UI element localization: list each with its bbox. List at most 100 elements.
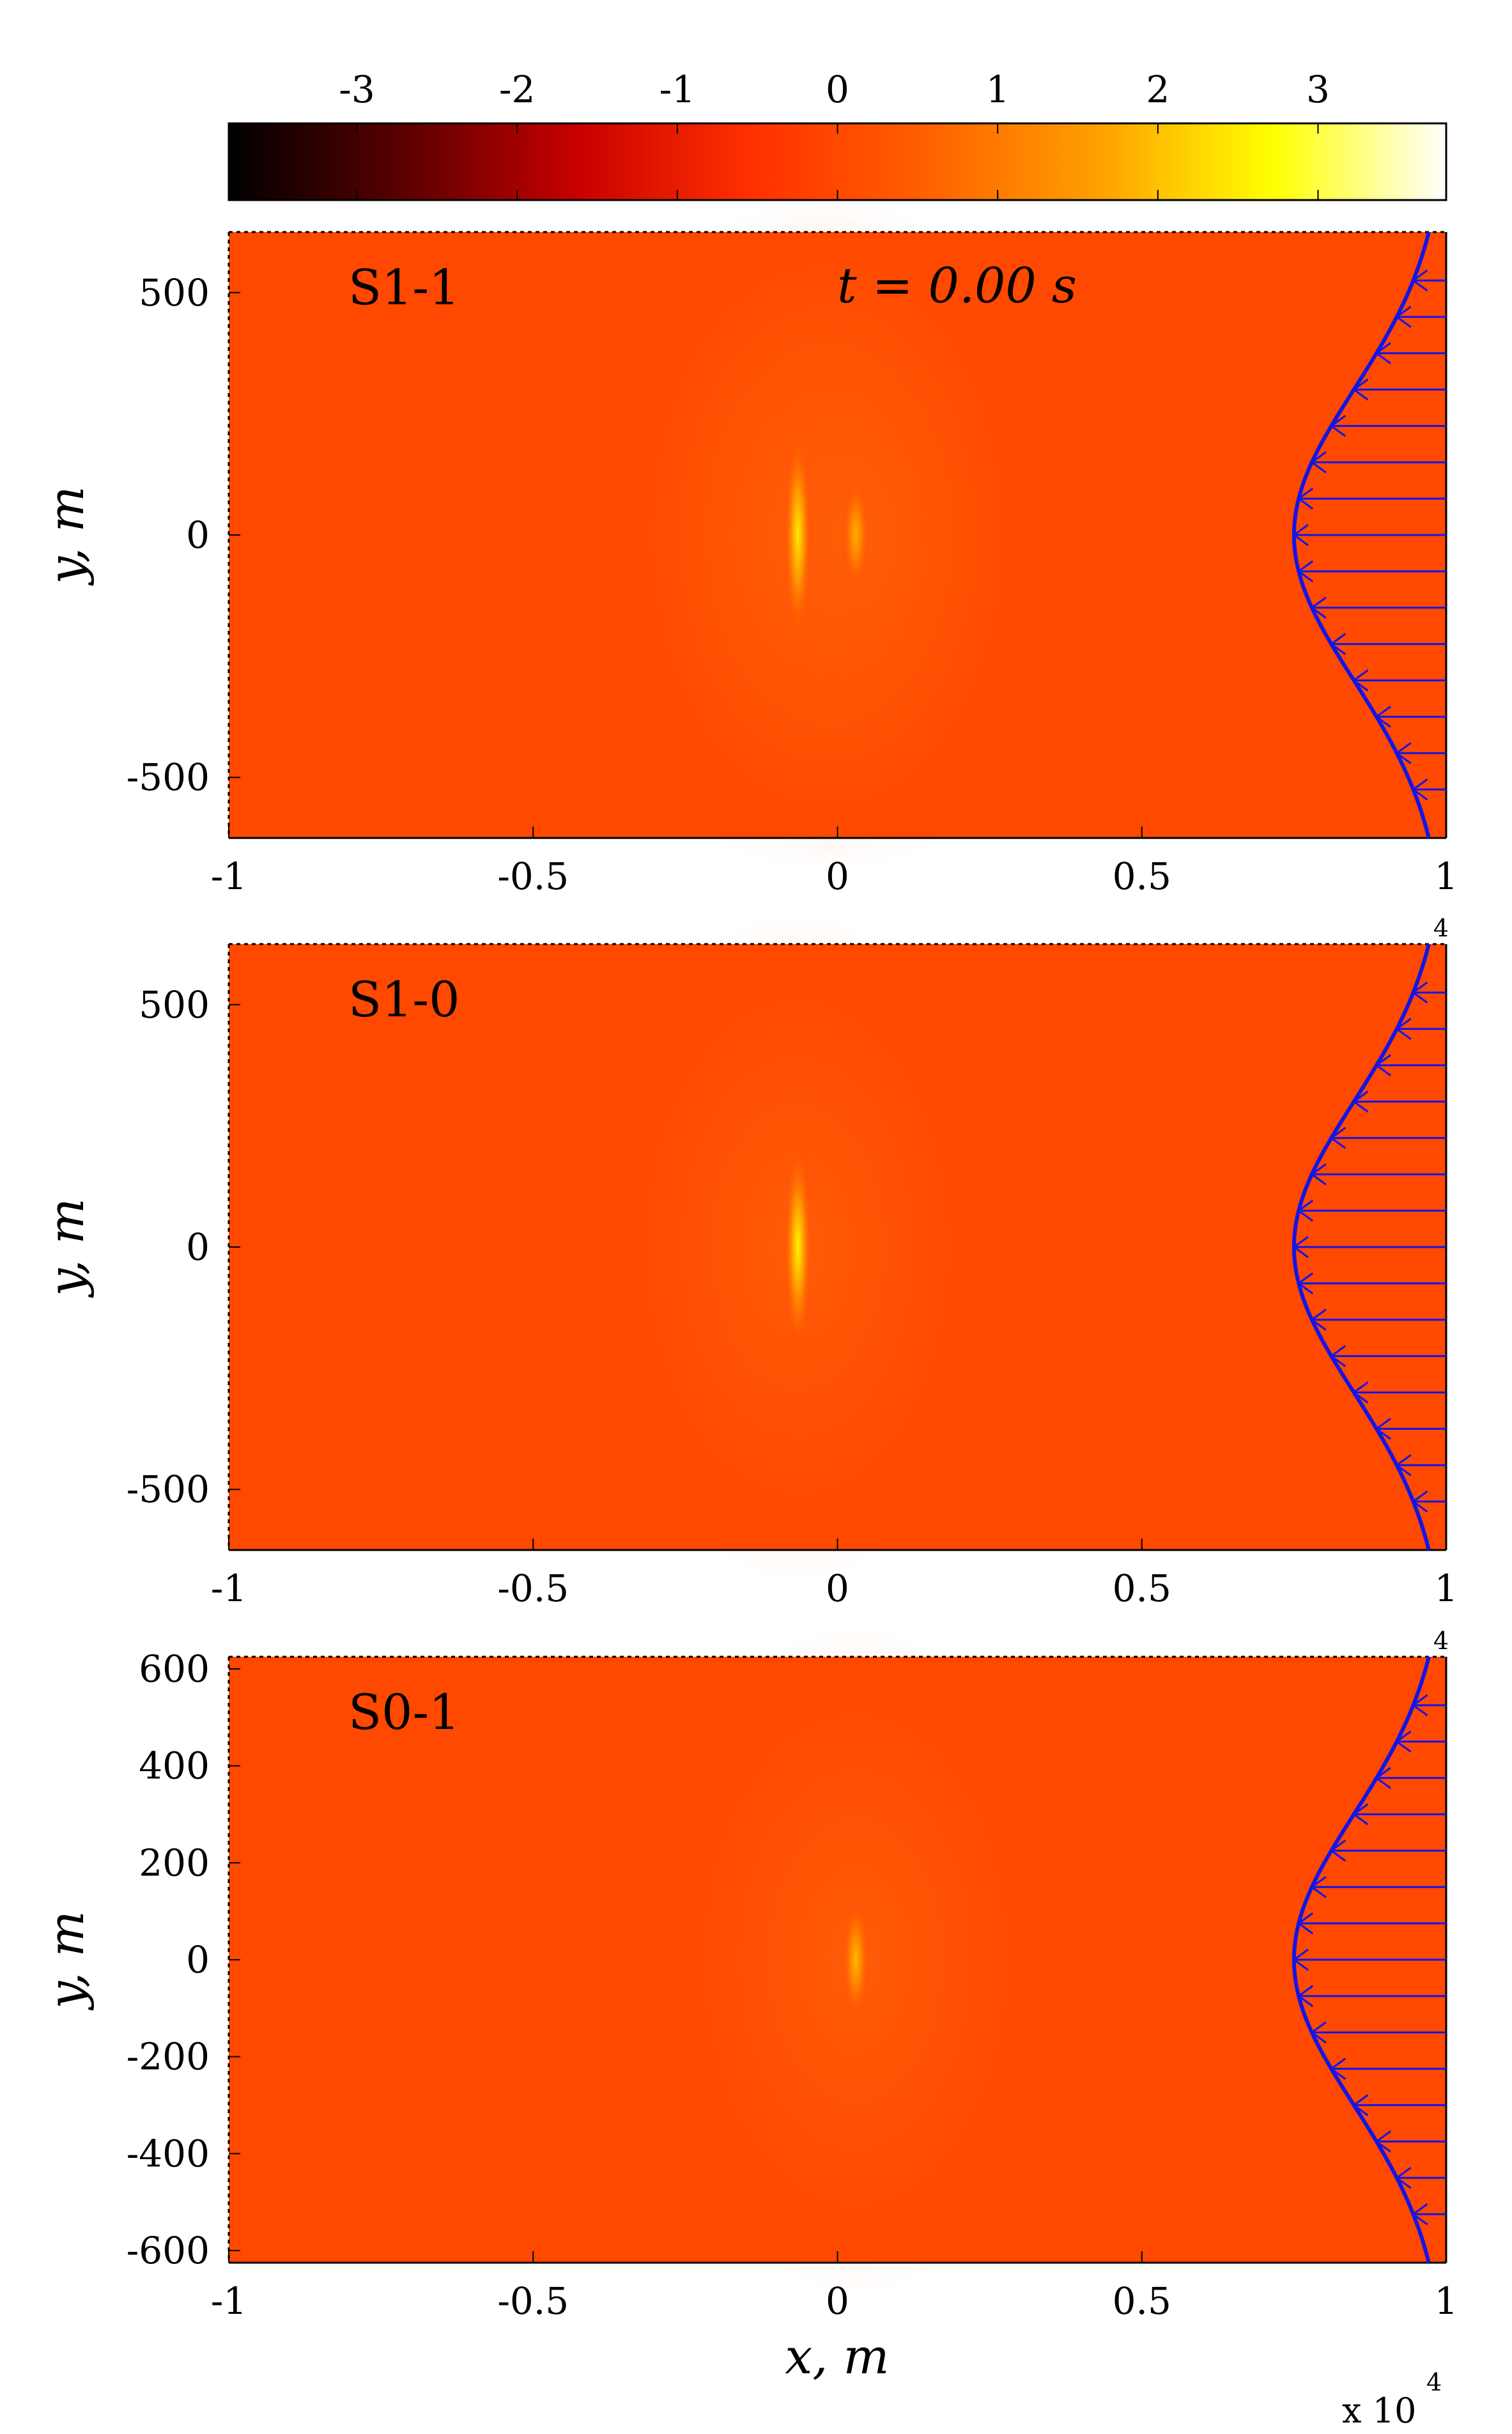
colorbar: -3 -2 -1 0 1 2 3 (228, 68, 1447, 201)
y-tick-label: 600 (139, 1647, 210, 1691)
y-axis-label: y, m (38, 1198, 95, 1298)
hotspot-0 (783, 1140, 812, 1354)
x-multiplier: x 10 4 (1342, 2368, 1442, 2431)
velocity-arrowhead (1297, 1272, 1314, 1295)
y-tick-label: -400 (127, 2132, 210, 2175)
y-tick-label: -500 (127, 756, 210, 799)
velocity-arrowhead (1329, 2058, 1346, 2080)
x-tick-label: -0.5 (497, 855, 569, 898)
x-tick-label: 1 (1435, 1567, 1458, 1610)
colorbar-ticks: -3 -2 -1 0 1 2 3 (339, 68, 1330, 200)
velocity-arrowhead (1292, 1948, 1309, 1971)
velocity-arrowhead (1310, 596, 1327, 619)
velocity-arrowhead (1329, 1127, 1346, 1149)
x-tick-label: 0.5 (1113, 1567, 1171, 1610)
velocity-arrowhead (1297, 487, 1314, 510)
velocity-arrowhead (1310, 1308, 1327, 1331)
panel-label: S1-0 (348, 971, 459, 1028)
y-tick-label: 0 (186, 1225, 210, 1269)
y-tick-label: 400 (139, 1744, 210, 1788)
velocity-arrowhead (1375, 342, 1391, 364)
x-tick-label: -1 (211, 1567, 247, 1610)
velocity-arrowhead (1292, 523, 1309, 546)
y-tick-label: -500 (127, 1468, 210, 1511)
y-tick-label: 0 (186, 513, 210, 557)
velocity-arrowhead (1297, 1912, 1314, 1935)
velocity-arrowhead (1352, 1090, 1369, 1113)
velocity-arrows (1292, 1694, 1446, 2226)
panel-label: S0-1 (348, 1684, 459, 1740)
velocity-arrowhead (1329, 1345, 1346, 1367)
x-tick-label: 0.5 (1113, 2279, 1171, 2323)
hotspot-0 (783, 428, 812, 642)
colorbar-tick-label-1: -2 (499, 68, 536, 111)
velocity-arrowhead (1411, 269, 1428, 292)
y-tick-label: 200 (139, 1841, 210, 1884)
y-tick-label: -600 (127, 2229, 210, 2272)
velocity-arrowhead (1310, 451, 1327, 474)
time-label: t = 0.00 s (837, 257, 1077, 314)
velocity-arrowhead (1352, 2094, 1369, 2116)
velocity-arrowhead (1297, 1985, 1314, 2008)
velocity-arrowhead (1411, 1490, 1428, 1513)
velocity-arrowhead (1411, 1694, 1428, 1717)
velocity-arrowhead (1329, 1840, 1346, 1862)
colorbar-tick-label-4: 1 (986, 68, 1010, 111)
velocity-arrowhead (1352, 378, 1369, 401)
panel-s1-0: -1 -0.5 0 0.5 1 500 0 -500 4 S1-0 y, m (38, 913, 1458, 1610)
panel-s0-1: -1 -0.5 0 0.5 1 600 400 200 0 -200 -400 -600 4 S0-1 y,… (38, 1626, 1458, 2323)
velocity-arrowhead (1395, 1730, 1412, 1753)
panel-s1-1: -1 -0.5 0 0.5 1 500 0 -500 S1-1 y, m (38, 201, 1458, 898)
velocity-arrowhead (1395, 2167, 1412, 2189)
x-tick-label: 0 (826, 1567, 849, 1610)
y-axis-label: y, m (38, 1911, 95, 2010)
velocity-arrowhead (1310, 1163, 1327, 1186)
velocity-arrowhead (1375, 1054, 1391, 1076)
panel-label: S1-1 (348, 259, 459, 316)
velocity-arrowhead (1375, 706, 1391, 728)
colorbar-gradient (228, 122, 1447, 201)
velocity-arrowhead (1352, 1381, 1369, 1404)
x-tick-label: 1 (1435, 855, 1458, 898)
x-tick-label: -1 (211, 855, 247, 898)
velocity-arrows (1292, 269, 1446, 801)
y-axis-label: y, m (38, 486, 95, 585)
velocity-arrowhead (1411, 981, 1428, 1004)
hotspot-0 (842, 1896, 870, 2023)
velocity-arrowhead (1395, 306, 1412, 328)
velocity-arrowhead (1297, 1199, 1314, 1222)
velocity-arrowhead (1310, 1876, 1327, 1898)
velocity-arrowhead (1395, 742, 1412, 764)
x-tick-label: -0.5 (497, 1567, 569, 1610)
velocity-arrowhead (1329, 633, 1346, 655)
velocity-arrows (1292, 981, 1446, 1513)
x-tick-label: 0.5 (1113, 855, 1171, 898)
velocity-arrowhead (1375, 1418, 1391, 1440)
colorbar-tick-label-2: -1 (660, 68, 696, 111)
velocity-arrowhead (1292, 1236, 1309, 1259)
x-tick-label: -1 (211, 2279, 247, 2323)
y-tick-label: 0 (186, 1938, 210, 1981)
x-multiplier-exponent: 4 (1426, 2368, 1442, 2396)
y-tick-label: 500 (139, 271, 210, 314)
velocity-arrowhead (1297, 560, 1314, 583)
x-tick-label: 1 (1435, 2279, 1458, 2323)
hotspot-1 (842, 476, 870, 594)
velocity-arrowhead (1352, 669, 1369, 692)
x-tick-label: 0 (826, 855, 849, 898)
x-exponent-label: 4 (1433, 914, 1449, 942)
x-tick-label: 0 (826, 2279, 849, 2323)
velocity-arrowhead (1375, 2130, 1391, 2153)
x-exponent-label: 4 (1433, 1627, 1449, 1655)
colorbar-tick-label-0: -3 (339, 68, 375, 111)
velocity-arrowhead (1411, 2203, 1428, 2226)
colorbar-tick-label-3: 0 (826, 68, 849, 111)
x-multiplier-text: x 10 (1342, 2391, 1416, 2431)
colorbar-tick-label-6: 3 (1306, 68, 1330, 111)
velocity-arrowhead (1329, 415, 1346, 437)
y-tick-label: 500 (139, 983, 210, 1027)
velocity-arrowhead (1411, 778, 1428, 801)
y-tick-label: -200 (127, 2035, 210, 2079)
x-axis-label: x, m (785, 2328, 889, 2385)
